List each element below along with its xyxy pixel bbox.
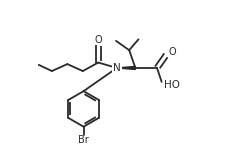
Text: Br: Br (78, 135, 89, 145)
Text: O: O (169, 47, 176, 57)
Text: O: O (94, 35, 102, 45)
Polygon shape (117, 66, 135, 69)
Text: N: N (113, 63, 121, 73)
Text: HO: HO (164, 80, 180, 90)
